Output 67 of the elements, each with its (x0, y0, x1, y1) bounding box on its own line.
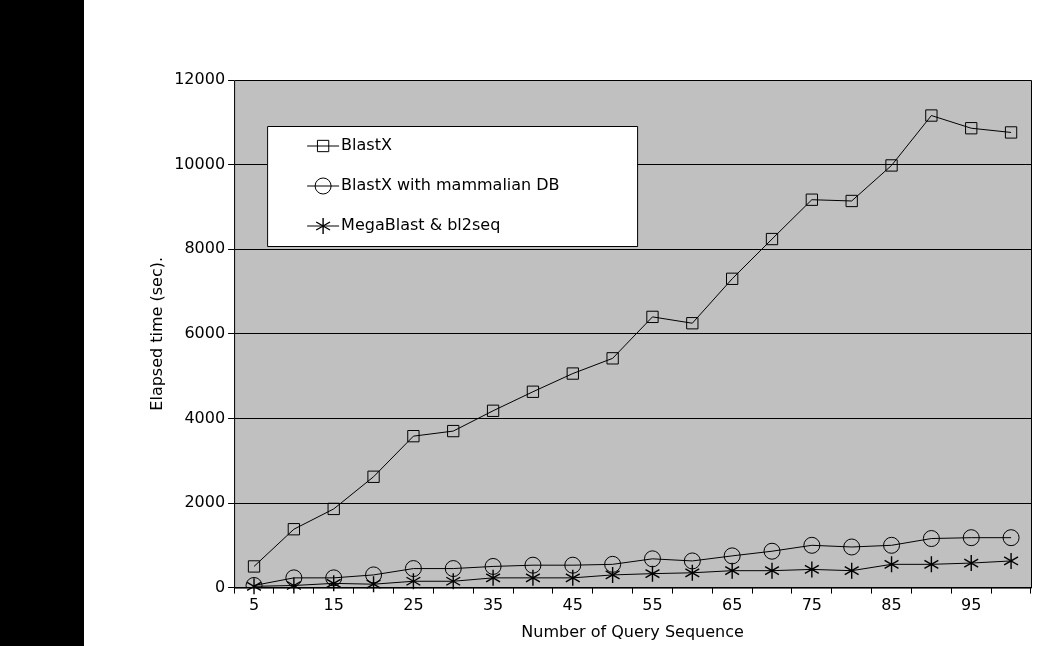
point (367, 470, 380, 483)
x-tick-label: 75 (801, 595, 823, 615)
x-tick-label: 35 (482, 595, 504, 615)
point (962, 529, 980, 547)
y-tick-label: 12000 (174, 69, 226, 89)
point (883, 536, 901, 554)
x-tick-label: 55 (642, 595, 663, 615)
point (404, 560, 422, 578)
point (922, 530, 940, 548)
point (485, 569, 501, 586)
point (327, 502, 340, 516)
point (484, 557, 502, 575)
point (325, 569, 343, 587)
point (686, 317, 699, 330)
point (885, 159, 898, 172)
point (247, 560, 261, 573)
x-axis-title: Number of Query Sequence (521, 621, 744, 641)
point (804, 561, 820, 578)
point (444, 560, 462, 578)
y-tick-label: 2000 (184, 492, 226, 512)
point (803, 536, 821, 554)
x-tick-label: 95 (961, 595, 982, 615)
x-tick-label: 85 (881, 595, 902, 615)
point (526, 385, 540, 398)
y-tick-label: 6000 (184, 322, 226, 342)
y-tick-label: 10000 (174, 153, 226, 173)
x-tick-label: 15 (323, 595, 344, 615)
point (566, 367, 579, 380)
y-axis-title: Elapsed time (sec). (146, 256, 166, 411)
point (765, 232, 779, 246)
point (486, 404, 500, 417)
x-tick-label: 45 (562, 595, 583, 615)
point (1003, 552, 1019, 569)
legend-label: BlastX with mammalian DB (341, 175, 560, 195)
point (965, 122, 978, 135)
point (763, 542, 781, 560)
point (845, 194, 858, 208)
point (287, 523, 301, 536)
point (606, 352, 619, 365)
point (925, 109, 938, 122)
point (524, 556, 542, 574)
legend-label: BlastX (341, 135, 392, 155)
point (805, 193, 819, 206)
x-tick-label: 25 (403, 595, 424, 615)
y-tick-label: 8000 (184, 238, 226, 258)
legend-label: MegaBlast & bl2seq (341, 215, 501, 235)
x-tick-label: 5 (248, 595, 260, 615)
y-tick-label: 4000 (184, 407, 226, 427)
point (525, 569, 541, 586)
point (1002, 529, 1020, 547)
point (604, 555, 622, 573)
point (564, 556, 582, 574)
point (724, 562, 740, 579)
x-tick-label: 65 (721, 595, 743, 615)
point (726, 272, 739, 285)
point (843, 538, 861, 556)
point (646, 310, 659, 324)
point (1004, 126, 1018, 139)
point (723, 547, 741, 565)
point (407, 430, 420, 443)
point (683, 552, 701, 570)
point (764, 562, 780, 579)
point (365, 566, 383, 584)
y-tick-label: 0 (214, 576, 226, 596)
point (447, 424, 460, 438)
point (643, 550, 661, 568)
point (285, 569, 303, 587)
